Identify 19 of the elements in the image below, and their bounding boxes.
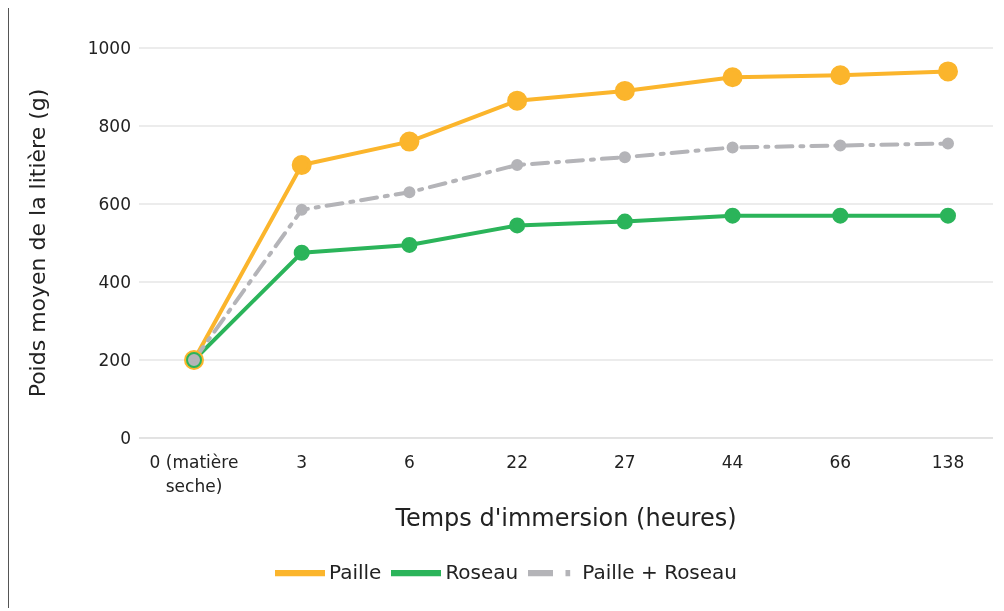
x-tick-label: 138 [931,452,965,472]
x-tick-label: 22 [506,452,528,472]
x-tick-label: 66 [829,452,852,472]
y-axis-title: Poids moyen de la litière (g) [24,88,50,398]
x-axis-title: Temps d'immersion (heures) [394,504,737,532]
x-tick-label: 27 [614,452,636,472]
y-tick-label: 400 [98,272,131,293]
y-tick-label: 1000 [87,38,131,59]
legend-label: Paille + Roseau [582,559,738,584]
legend-label: Paille [328,559,382,584]
x-tick-label: 44 [721,452,744,472]
y-tick-label: 200 [98,350,131,371]
x-tick-label: 3 [296,452,308,472]
y-tick-label: 800 [98,116,131,137]
y-tick-label: 0 [120,428,131,449]
legend-label: Roseau [445,559,519,584]
x-tick-label: 6 [404,452,415,472]
x-tick-label: 0 (matière seche) [149,452,239,496]
y-tick-label: 600 [98,194,131,215]
